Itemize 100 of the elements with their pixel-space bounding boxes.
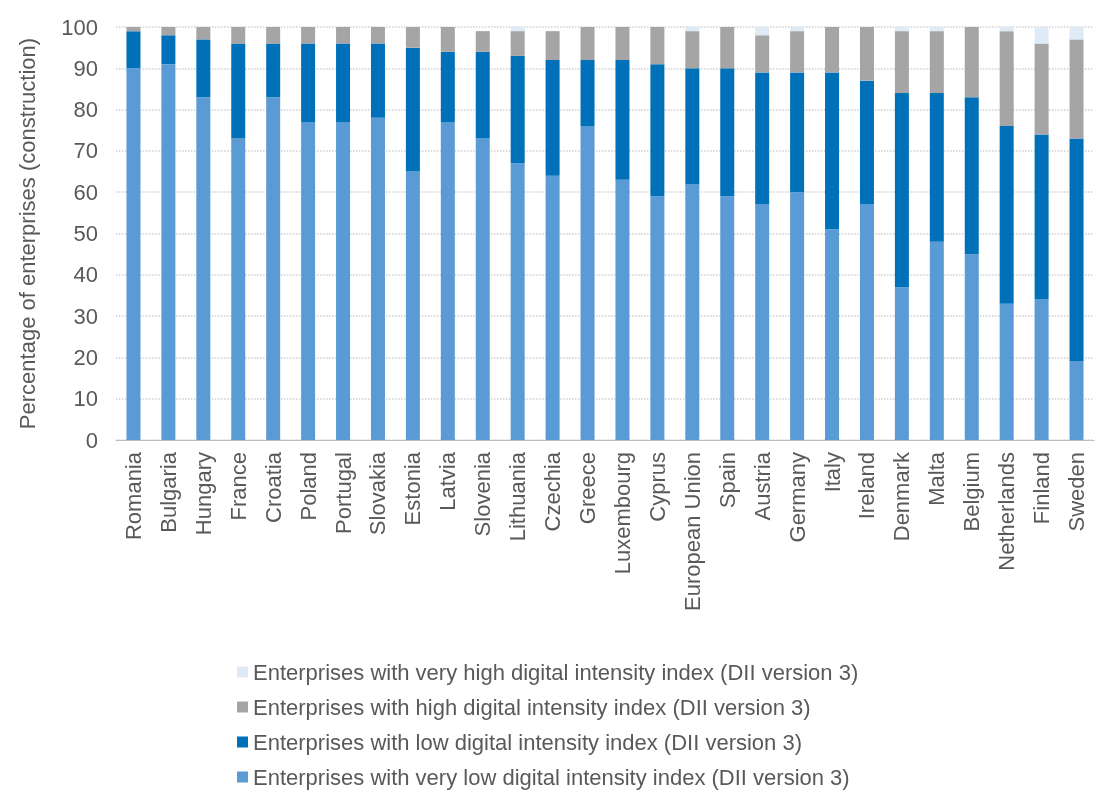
- x-tick-label: Netherlands: [994, 452, 1020, 571]
- bar: [755, 72, 770, 205]
- bar: [615, 60, 630, 180]
- bar: [370, 27, 385, 44]
- bar: [266, 97, 281, 440]
- bar: [545, 31, 560, 61]
- y-axis-title: Percentage of enterprises (construction): [14, 37, 40, 430]
- bar: [964, 254, 979, 440]
- x-tick-label: Denmark: [889, 451, 915, 542]
- bar: [755, 204, 770, 440]
- bar: [440, 51, 455, 122]
- bar: [1034, 134, 1049, 300]
- bar: [964, 27, 979, 98]
- x-tick-label: Bulgaria: [155, 451, 181, 533]
- bar: [999, 126, 1014, 304]
- bar: [405, 171, 420, 440]
- bar: [964, 97, 979, 255]
- bar: [720, 196, 735, 440]
- bar: [1069, 361, 1084, 440]
- bar: [126, 31, 141, 69]
- y-tick-label: 10: [73, 386, 98, 412]
- bar: [336, 121, 351, 440]
- bar: [755, 27, 770, 36]
- y-tick-label: 40: [73, 262, 98, 288]
- bar: [336, 43, 351, 122]
- bar: [650, 27, 665, 65]
- y-tick-label: 80: [73, 97, 98, 123]
- bar: [685, 183, 700, 440]
- legend-label: Enterprises with high digital intensity index (DII version 3): [253, 694, 811, 720]
- bar: [894, 31, 909, 94]
- bar: [510, 163, 525, 440]
- x-tick-label: Finland: [1029, 452, 1055, 525]
- y-tick-label: 30: [73, 303, 98, 329]
- bar: [825, 27, 840, 73]
- y-tick-label: 100: [61, 14, 98, 40]
- bar: [894, 27, 909, 32]
- bar: [615, 27, 630, 61]
- bar: [266, 43, 281, 98]
- bar: [929, 241, 944, 440]
- legend-label: Enterprises with very low digital intensity index (DII version 3): [253, 764, 850, 790]
- bar: [685, 68, 700, 184]
- bar: [1069, 138, 1084, 362]
- bar: [231, 27, 246, 44]
- bar: [301, 43, 316, 122]
- bar: [266, 27, 281, 44]
- bar: [894, 287, 909, 440]
- bar: [475, 138, 490, 440]
- bar: [196, 97, 211, 440]
- x-tick-label: Malta: [924, 451, 950, 506]
- bar: [1034, 27, 1049, 44]
- x-tick-label: European Union: [679, 452, 705, 612]
- bar: [545, 60, 560, 176]
- bar: [545, 175, 560, 440]
- x-tick-label: Luxembourg: [609, 452, 635, 575]
- y-tick-label: 0: [85, 427, 98, 453]
- x-tick-label: Portugal: [330, 452, 356, 534]
- x-tick-label: Hungary: [190, 452, 216, 536]
- x-tick-label: France: [225, 452, 251, 521]
- y-tick-label: 60: [73, 179, 98, 205]
- x-tick-label: Slovakia: [365, 451, 391, 536]
- bar: [650, 64, 665, 197]
- bar: [196, 27, 211, 40]
- bar: [580, 27, 595, 61]
- bar: [685, 27, 700, 32]
- y-tick-label: 90: [73, 55, 98, 81]
- bar: [859, 27, 874, 81]
- bar: [196, 39, 211, 98]
- bar: [440, 121, 455, 440]
- x-tick-label: Greece: [575, 452, 601, 525]
- bar: [929, 27, 944, 32]
- bar: [161, 64, 176, 440]
- x-tick-label: Lithuania: [505, 451, 531, 542]
- bar: [580, 60, 595, 127]
- bar: [1069, 27, 1084, 40]
- x-tick-label: Austria: [749, 451, 775, 521]
- bar: [894, 93, 909, 288]
- x-tick-label: Italy: [819, 452, 845, 493]
- bar: [1034, 43, 1049, 135]
- bar: [510, 31, 525, 56]
- bar: [475, 51, 490, 139]
- bar: [720, 27, 735, 69]
- bar: [510, 55, 525, 164]
- x-tick-label: Germany: [784, 452, 810, 543]
- x-tick-label: Slovenia: [470, 451, 496, 537]
- x-tick-label: Spain: [714, 452, 740, 509]
- bar: [859, 204, 874, 440]
- bar: [615, 179, 630, 440]
- bar: [755, 35, 770, 73]
- bar: [685, 31, 700, 69]
- bar: [336, 27, 351, 44]
- bar: [720, 68, 735, 197]
- bar: [999, 31, 1014, 127]
- bar: [126, 68, 141, 440]
- x-tick-label: Belgium: [959, 452, 985, 532]
- x-tick-label: Czechia: [540, 451, 566, 532]
- bar: [999, 303, 1014, 440]
- bar: [161, 27, 176, 36]
- x-tick-label: Estonia: [400, 451, 426, 526]
- bar: [1069, 39, 1084, 139]
- bar: [370, 43, 385, 118]
